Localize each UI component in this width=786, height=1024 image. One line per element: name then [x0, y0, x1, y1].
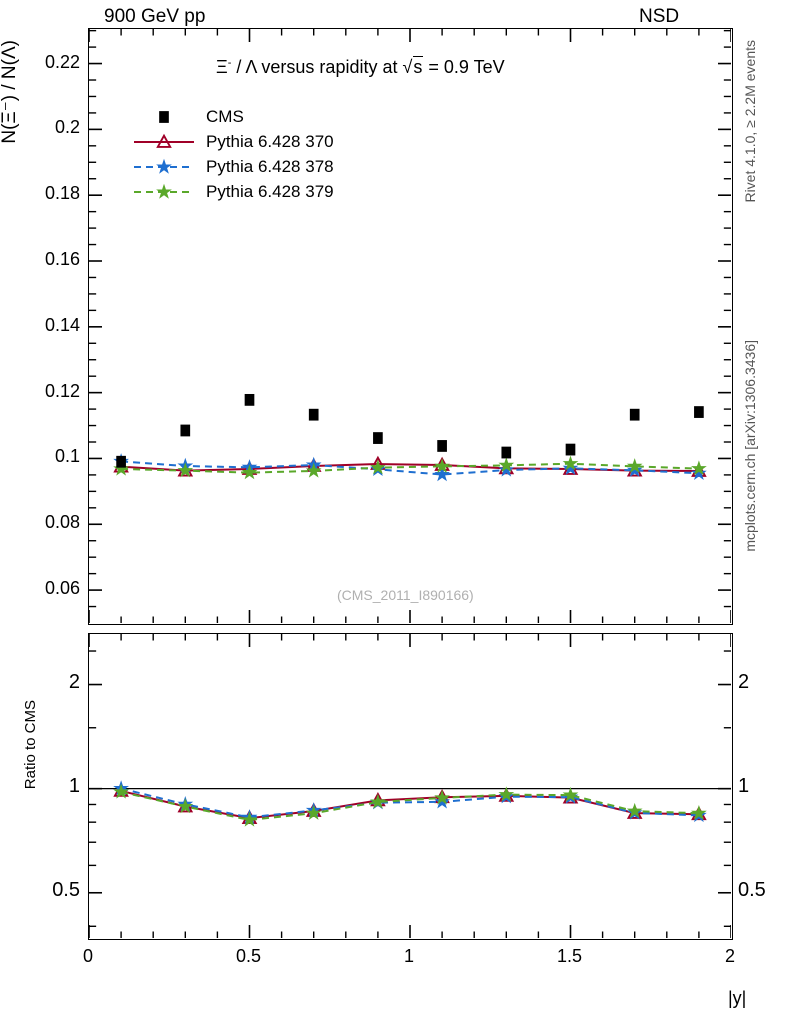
mcplots-credit-text: mcplots.cern.ch [arXiv:1306.3436] — [742, 340, 758, 552]
legend-key-icon — [134, 183, 194, 199]
main-y-tick-label: 0.18 — [44, 183, 80, 204]
legend-entry-label: Pythia 6.428 370 — [206, 131, 334, 151]
legend-marker-line-solid-triangle — [133, 131, 195, 153]
legend-key-icon — [159, 110, 169, 123]
x-tick-label: 1 — [403, 946, 414, 966]
header-beam-info: 900 GeV pp — [104, 6, 206, 27]
main-y-tick-label: 0.16 — [44, 249, 80, 269]
rivet-credit: Rivet 4.1.0, ≥ 2.2M events — [742, 40, 758, 208]
legend: CMS Pythia 6.428 370 Pythia 6.428 378 Pythi… — [133, 104, 334, 204]
x-tick-label: 1.5 — [556, 946, 583, 966]
ratio-y-tick-label-right: 1 — [738, 774, 750, 797]
x-tick-label: 0 — [82, 946, 93, 966]
ratio-y-tick-label: 1 — [68, 774, 80, 797]
main-plot-canvas — [89, 29, 731, 623]
plot-title: Ξ- / Λ versus rapidity at √s = 0.9 TeV — [216, 56, 505, 78]
main-y-tick-label: 0.2 — [54, 117, 80, 138]
analysis-watermark: (CMS_2011_I890166) — [337, 587, 474, 603]
legend-marker-line-dashed-star — [133, 181, 195, 203]
legend-marker-marker-square — [133, 106, 195, 128]
plot-title-tail: = 0.9 TeV — [423, 57, 505, 77]
legend-entry-label: Pythia 6.428 379 — [206, 181, 334, 201]
ratio-plot-canvas — [89, 634, 731, 938]
main-y-tick-label: 0.06 — [44, 578, 80, 599]
rivet-credit-text: Rivet 4.1.0, ≥ 2.2M events — [742, 40, 758, 203]
x-tick-label: 2 — [724, 946, 735, 966]
main-y-tick-label: 0.14 — [44, 314, 80, 335]
plot-title-sqrt-body: s — [413, 56, 424, 77]
ratio-plot-panel — [88, 633, 733, 940]
legend-entry-label: Pythia 6.428 378 — [206, 156, 334, 176]
main-y-tick-label: 0.1 — [54, 446, 80, 467]
main-y-tick-label: 0.12 — [44, 380, 80, 401]
main-y-tick-label: 0.08 — [44, 512, 80, 533]
main-plot-panel — [88, 28, 733, 625]
ratio-y-tick-label: 2 — [68, 670, 80, 693]
legend-marker-line-dashed-star — [133, 156, 195, 178]
header-event-class: NSD — [639, 6, 680, 27]
legend-entry[interactable]: CMS — [133, 104, 334, 129]
ratio-y-tick-label-right: 0.5 — [738, 878, 766, 901]
legend-entry-label: CMS — [206, 106, 244, 126]
plot-title-xi-charge: - — [227, 57, 232, 69]
legend-entry[interactable]: Pythia 6.428 378 — [133, 154, 334, 179]
legend-key-icon — [134, 133, 194, 148]
x-axis-title: |y| — [728, 988, 747, 1008]
main-y-tick-label: 0.22 — [44, 51, 80, 72]
legend-key-icon — [134, 158, 194, 174]
legend-entry[interactable]: Pythia 6.428 370 — [133, 129, 334, 154]
ratio-y-tick-label-right: 2 — [738, 670, 750, 693]
plot-title-xi: Ξ — [216, 57, 228, 77]
mcplots-credit: mcplots.cern.ch [arXiv:1306.3436] — [742, 340, 758, 557]
ratio-y-tick-label: 0.5 — [52, 878, 80, 901]
legend-entry[interactable]: Pythia 6.428 379 — [133, 179, 334, 204]
plot-title-mid: / Λ versus rapidity at — [231, 57, 403, 77]
sqrt-icon: √ — [402, 57, 413, 77]
x-tick-label: 0.5 — [235, 946, 262, 966]
